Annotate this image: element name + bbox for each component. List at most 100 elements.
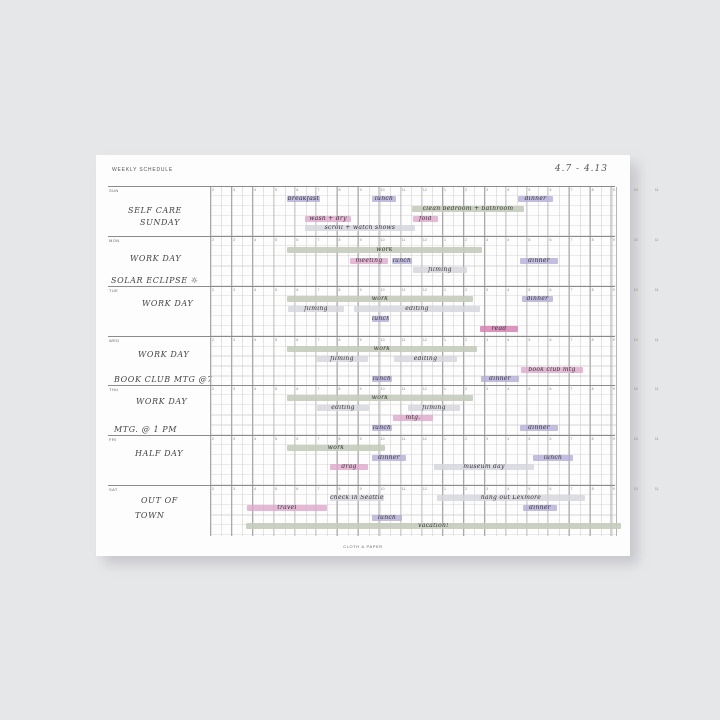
handwritten-note: SELF CARE bbox=[128, 206, 182, 215]
hour-label: 4 bbox=[254, 288, 257, 292]
event-highlight: editing bbox=[317, 405, 369, 411]
hour-label: 11 bbox=[401, 238, 406, 242]
day-label: TUE bbox=[109, 288, 119, 293]
event-highlight: check in Seattle bbox=[330, 495, 384, 501]
event-highlight: lunch bbox=[533, 455, 573, 461]
hour-label: 3 bbox=[486, 437, 489, 441]
hour-label: 6 bbox=[296, 437, 299, 441]
planner-sheet: WEEKLY SCHEDULE 4.7 - 4.13 CLOTH & PAPER… bbox=[96, 155, 659, 556]
event-highlight: breakfast bbox=[287, 196, 320, 202]
day-label: THU bbox=[109, 387, 119, 392]
hour-label: 11 bbox=[401, 338, 406, 342]
hour-label: 8 bbox=[591, 188, 594, 192]
hour-label: 8 bbox=[591, 238, 594, 242]
event-highlight: work bbox=[287, 296, 473, 302]
event-highlight: wash + dry bbox=[305, 216, 351, 222]
event-highlight: hang out Lexmore bbox=[437, 495, 585, 501]
hour-label: 7 bbox=[570, 487, 573, 491]
day-label: SAT bbox=[109, 487, 118, 492]
hour-label: 7 bbox=[570, 437, 573, 441]
hour-label: 4 bbox=[507, 487, 510, 491]
hour-label: 6 bbox=[549, 437, 552, 441]
hour-label: 2 bbox=[212, 387, 214, 391]
event-highlight: drag bbox=[330, 464, 368, 470]
hour-label: 6 bbox=[549, 338, 552, 342]
hour-label: 2 bbox=[465, 387, 468, 391]
event-highlight: clean bedroom + bathroom bbox=[412, 206, 524, 212]
hour-label: 11 bbox=[654, 487, 659, 491]
hour-label: 4 bbox=[254, 188, 257, 192]
hour-label: 4 bbox=[507, 338, 510, 342]
hour-label: 11 bbox=[654, 387, 659, 391]
hour-label: 3 bbox=[486, 238, 489, 242]
hour-label: 3 bbox=[233, 338, 236, 342]
hour-label: 9 bbox=[612, 188, 615, 192]
hour-label: 6 bbox=[296, 387, 299, 391]
event-highlight: filming bbox=[408, 405, 460, 411]
handwritten-note: WORK DAY bbox=[136, 397, 188, 406]
hour-label: 8 bbox=[338, 437, 341, 441]
hour-label: 8 bbox=[338, 188, 341, 192]
hour-label: 9 bbox=[612, 437, 615, 441]
hour-label: 8 bbox=[338, 487, 341, 491]
handwritten-note: SUNDAY bbox=[140, 218, 180, 227]
hour-label: 7 bbox=[570, 238, 573, 242]
hour-label: 5 bbox=[528, 338, 531, 342]
hour-label: 6 bbox=[549, 387, 552, 391]
handwritten-note: WORK DAY bbox=[138, 350, 190, 359]
hour-label: 9 bbox=[612, 238, 615, 242]
event-highlight: fold bbox=[413, 216, 438, 222]
hour-label: 4 bbox=[507, 288, 510, 292]
hour-label: 5 bbox=[275, 437, 278, 441]
hour-label: 11 bbox=[654, 338, 659, 342]
hour-label: 10 bbox=[380, 387, 385, 391]
hour-label: 10 bbox=[633, 238, 638, 242]
hour-label: 6 bbox=[549, 238, 552, 242]
hour-label: 9 bbox=[359, 338, 362, 342]
hour-label: 4 bbox=[254, 437, 257, 441]
handwritten-note: MTG. @ 1 PM bbox=[114, 425, 178, 434]
event-highlight: dinner bbox=[520, 425, 558, 431]
hour-label: 8 bbox=[591, 387, 594, 391]
day-section-sun: SUN SELF CARE SUNDAY 2 3 4 5 6 7 8 9 10 11 12 1 2 3 4 5 6 7 8… bbox=[108, 186, 659, 237]
hour-label: 11 bbox=[654, 288, 659, 292]
hour-label: 3 bbox=[233, 487, 236, 491]
hour-label: 6 bbox=[296, 338, 299, 342]
event-highlight: dinner bbox=[518, 196, 553, 202]
handwritten-note: HALF DAY bbox=[135, 449, 184, 458]
event-highlight: filming bbox=[288, 306, 344, 312]
hour-label: 3 bbox=[486, 338, 489, 342]
hour-label: 10 bbox=[633, 437, 638, 441]
hour-label: 7 bbox=[317, 338, 320, 342]
hour-label: 5 bbox=[275, 238, 278, 242]
event-highlight: dinner bbox=[520, 258, 558, 264]
hour-label: 11 bbox=[401, 387, 406, 391]
hour-label: 7 bbox=[570, 338, 573, 342]
hour-label: 11 bbox=[654, 188, 659, 192]
hour-label: 12 bbox=[422, 238, 427, 242]
hour-label: 4 bbox=[254, 387, 257, 391]
hour-label: 9 bbox=[359, 238, 362, 242]
hour-lines bbox=[210, 436, 615, 486]
hour-lines bbox=[210, 287, 615, 337]
handwritten-note: TOWN bbox=[135, 511, 165, 520]
planner-title: WEEKLY SCHEDULE bbox=[112, 167, 173, 173]
hour-label: 6 bbox=[549, 288, 552, 292]
hour-label: 12 bbox=[422, 288, 427, 292]
hour-label: 4 bbox=[507, 387, 510, 391]
hour-label: 1 bbox=[443, 188, 446, 192]
hour-label: 5 bbox=[275, 188, 278, 192]
hour-label: 1 bbox=[443, 487, 446, 491]
event-highlight: dinner bbox=[522, 296, 553, 302]
hour-label: 3 bbox=[233, 288, 236, 292]
hour-label: 9 bbox=[359, 487, 362, 491]
day-label: SUN bbox=[109, 188, 119, 193]
day-label: MON bbox=[109, 238, 120, 243]
hour-label: 8 bbox=[338, 387, 341, 391]
hour-lines bbox=[210, 337, 615, 387]
day-label: FRI bbox=[109, 437, 117, 442]
hour-label: 11 bbox=[401, 288, 406, 292]
hour-label: 1 bbox=[443, 338, 446, 342]
day-section-sat: SAT OUT OF TOWN 2 3 4 5 6 7 8 9 10 11 12 1 2 3 4 5 6 7 8 9 10 11… bbox=[108, 485, 659, 536]
hour-label: 2 bbox=[212, 338, 214, 342]
